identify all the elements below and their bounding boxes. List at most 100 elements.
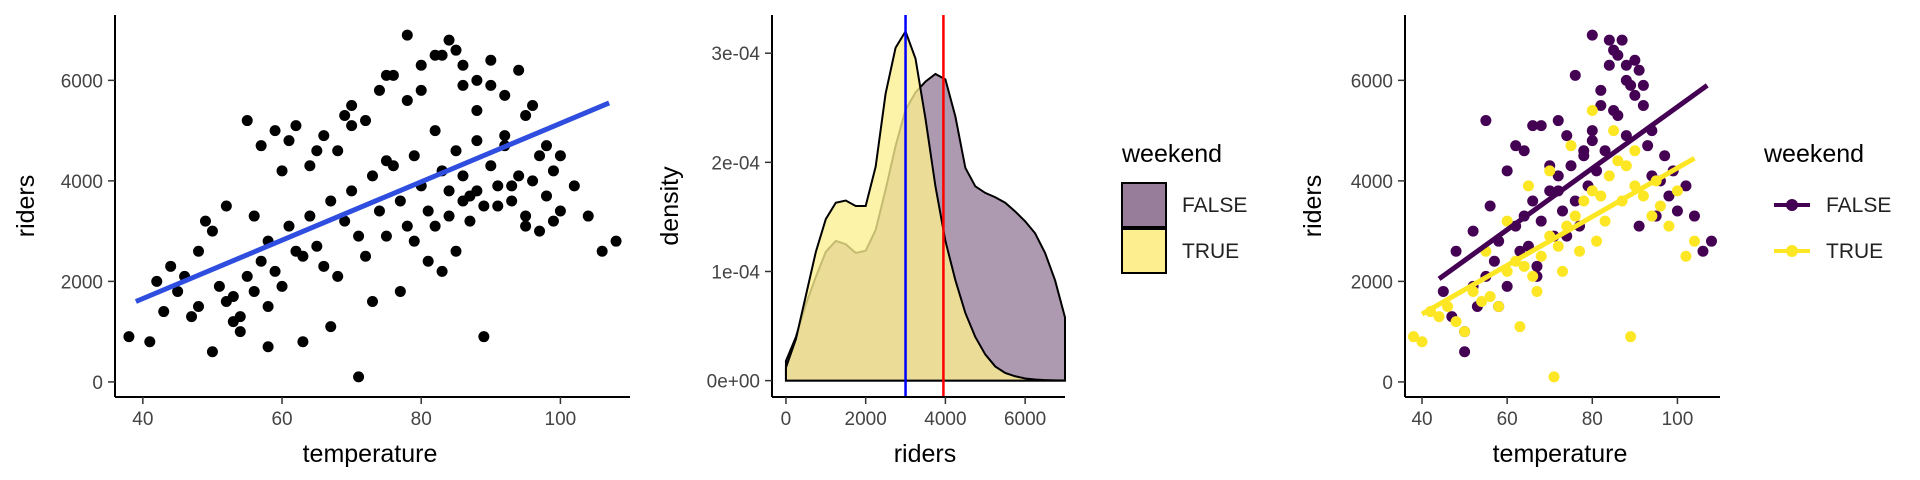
scatter-point bbox=[318, 260, 330, 272]
trend-line-true bbox=[1420, 156, 1696, 317]
y-tick-label: 1e-04 bbox=[711, 262, 760, 283]
density-area-true bbox=[784, 29, 1066, 382]
scatter-point bbox=[485, 54, 497, 66]
scatter-point-true bbox=[1625, 331, 1637, 343]
scatter-point-true bbox=[1612, 155, 1624, 167]
scatter-point bbox=[199, 215, 211, 227]
scatter-point-true bbox=[1629, 145, 1641, 157]
scatter-point bbox=[478, 200, 490, 212]
scatter-point bbox=[464, 215, 476, 227]
scatter-point-true bbox=[1450, 316, 1462, 328]
y-tick-label: 0 bbox=[1382, 373, 1393, 394]
scatter-point bbox=[471, 135, 483, 147]
scatter-point bbox=[401, 29, 413, 41]
x-tick-label: 40 bbox=[132, 409, 153, 430]
scatter-point bbox=[415, 84, 427, 96]
scatter-point-false bbox=[1459, 346, 1471, 358]
scatter-point-false bbox=[1586, 125, 1598, 137]
scatter-point-false bbox=[1595, 99, 1607, 111]
scatter-point bbox=[457, 79, 469, 91]
scatter-point bbox=[408, 235, 420, 247]
scatter-point-false bbox=[1612, 49, 1624, 61]
scatter-point bbox=[165, 260, 177, 272]
scatter-point bbox=[227, 290, 239, 302]
scatter-point bbox=[443, 34, 455, 46]
scatter-point bbox=[471, 105, 483, 116]
scatter-point bbox=[213, 280, 225, 292]
scatter-point bbox=[373, 205, 385, 217]
x-tick-label: 0 bbox=[781, 409, 792, 430]
scatter-point-false bbox=[1527, 120, 1539, 132]
scatter-point-true bbox=[1484, 290, 1496, 302]
scatter-point bbox=[429, 125, 441, 137]
legend-key-true-swatch bbox=[1121, 228, 1167, 274]
scatter-point bbox=[450, 44, 462, 56]
scatter-point-false bbox=[1671, 205, 1683, 217]
scatter-point-false bbox=[1527, 195, 1539, 207]
scatter-point bbox=[471, 74, 483, 86]
scatter-point-true bbox=[1591, 235, 1603, 247]
scatter-point-true bbox=[1637, 190, 1649, 202]
scatter-point-false bbox=[1608, 105, 1620, 116]
scatter-point-false bbox=[1697, 245, 1709, 257]
scatter-point-true bbox=[1557, 265, 1568, 277]
scatter-point bbox=[283, 135, 295, 147]
scatter-point bbox=[513, 170, 525, 182]
scatter-point-false bbox=[1620, 74, 1632, 86]
panel-temperature-riders: 40 60 80 100 0 2000 4000 6000 temperature rider… bbox=[12, 15, 630, 468]
y-tick-label: 2000 bbox=[1351, 272, 1393, 293]
scatter-point-false bbox=[1501, 165, 1513, 177]
scatter-point bbox=[304, 160, 316, 172]
scatter-point bbox=[436, 49, 448, 61]
scatter-point-false bbox=[1620, 130, 1632, 142]
scatter-point bbox=[255, 140, 267, 152]
scatter-point bbox=[158, 306, 170, 318]
scatter-point bbox=[234, 326, 246, 338]
scatter-point bbox=[492, 200, 504, 212]
scatter-point-false bbox=[1510, 140, 1522, 152]
scatter-point bbox=[380, 230, 392, 242]
scatter-point-false bbox=[1569, 69, 1581, 81]
scatter-point-true bbox=[1574, 245, 1586, 257]
scatter-point-true bbox=[1586, 185, 1598, 197]
x-tick-label: 100 bbox=[1662, 409, 1694, 430]
scatter-point-true bbox=[1646, 210, 1658, 222]
scatter-point-false bbox=[1680, 180, 1692, 192]
scatter-point bbox=[499, 130, 511, 142]
scatter-point-true bbox=[1544, 165, 1556, 177]
scatter-point bbox=[311, 145, 323, 157]
scatter-point bbox=[234, 311, 246, 323]
scatter-point bbox=[534, 150, 546, 162]
panel-temperature-riders-by-weekend: 40 60 80 100 0 2000 4000 6000 temperature rider… bbox=[1299, 15, 1720, 468]
scatter-point-false bbox=[1705, 235, 1717, 247]
scatter-point bbox=[450, 245, 462, 257]
scatter-point-false bbox=[1501, 280, 1513, 292]
scatter-point bbox=[193, 245, 205, 257]
panel2-x-axis-title: riders bbox=[894, 440, 957, 468]
scatter-point bbox=[297, 336, 309, 348]
panel3-legend-label-false: FALSE bbox=[1826, 194, 1891, 217]
x-tick-label: 40 bbox=[1411, 409, 1432, 430]
scatter-point-false bbox=[1561, 130, 1573, 142]
scatter-point bbox=[193, 301, 205, 313]
scatter-point bbox=[436, 265, 448, 277]
scatter-point bbox=[457, 59, 469, 71]
scatter-point-true bbox=[1569, 210, 1581, 222]
panel3-y-axis-title: riders bbox=[1299, 175, 1327, 238]
scatter-point-false bbox=[1484, 200, 1496, 212]
y-tick-label: 6000 bbox=[1351, 71, 1393, 92]
scatter-point-false bbox=[1565, 160, 1577, 172]
scatter-point-false bbox=[1578, 145, 1590, 157]
scatter-point bbox=[540, 190, 552, 202]
scatter-point-false bbox=[1467, 225, 1479, 237]
scatter-point-true bbox=[1433, 311, 1445, 323]
scatter-point bbox=[276, 165, 288, 177]
legend-key-true-point bbox=[1786, 245, 1798, 257]
scatter-point-true bbox=[1671, 185, 1683, 197]
scatter-point-false bbox=[1633, 220, 1645, 232]
y-tick-label: 2000 bbox=[61, 272, 103, 293]
scatter-point-false bbox=[1629, 54, 1641, 66]
panel1-x-axis-title: temperature bbox=[303, 440, 438, 468]
scatter-point bbox=[527, 99, 539, 111]
scatter-point-false bbox=[1531, 260, 1543, 272]
